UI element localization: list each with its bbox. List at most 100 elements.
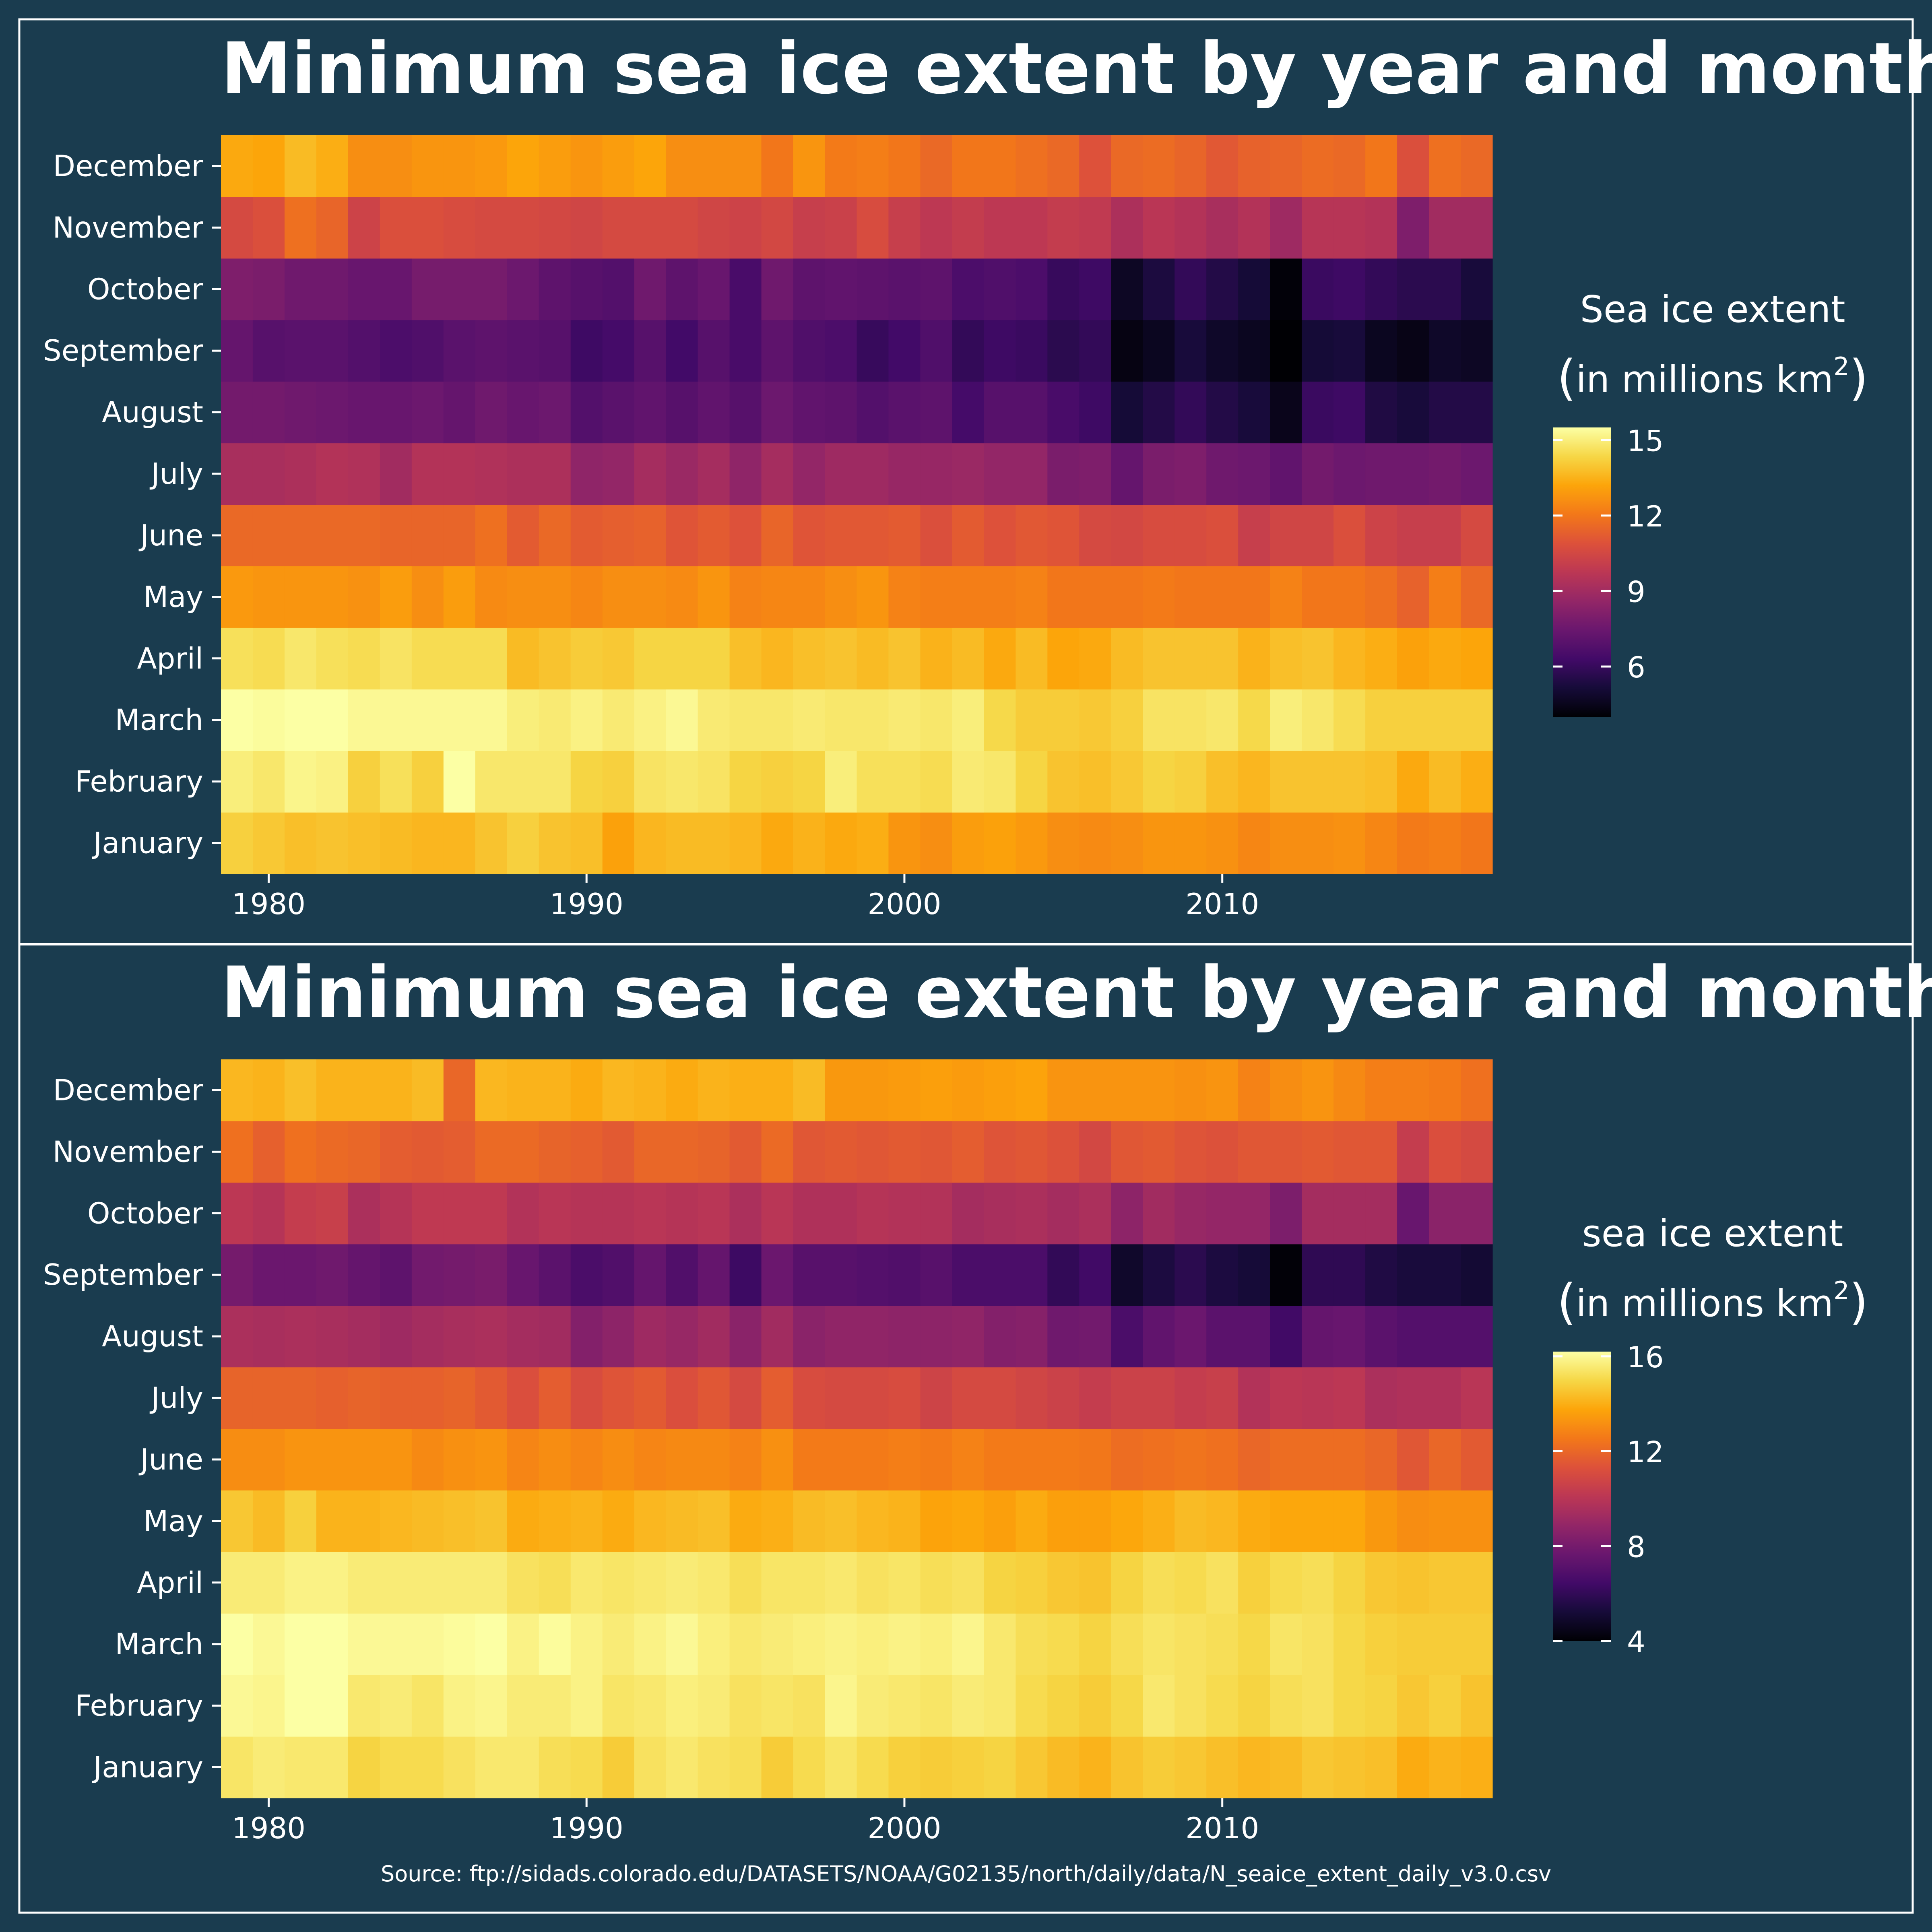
chart-title: Minimum sea ice extent by year and month [221,27,1932,110]
heatmap-cell [1174,1121,1207,1183]
y-tick-label: October [87,272,204,306]
heatmap-cell [539,1490,571,1552]
heatmap-cell [602,381,635,444]
heatmap-cell [411,196,444,259]
heatmap-cell [1238,689,1270,751]
heatmap-cell [1270,1675,1302,1737]
heatmap-cell [634,504,667,567]
heatmap-cell [1397,1428,1429,1491]
heatmap-cell [825,1675,857,1737]
heatmap-cell [221,1552,253,1614]
heatmap-cell [602,627,635,689]
heatmap-cell [634,1121,667,1183]
y-tick-label: September [43,334,203,367]
heatmap-cell [793,1244,826,1306]
heatmap-cell [1461,258,1493,320]
heatmap-cell [1143,504,1175,567]
heatmap-cell [888,1244,921,1306]
heatmap-cell [348,1182,380,1245]
heatmap-cell [284,1428,317,1491]
heatmap-cell [698,1182,730,1245]
heatmap-cell [634,1675,667,1737]
heatmap-cell [602,135,635,197]
heatmap-cell [507,566,539,628]
heatmap-cell [698,196,730,259]
heatmap-cell [507,627,539,689]
heatmap-cell [1302,320,1334,382]
heatmap-cell [952,1428,984,1491]
y-tick-label: April [137,1566,203,1600]
heatmap-cell [952,689,984,751]
heatmap-cell [348,258,380,320]
heatmap-cell [984,1121,1016,1183]
heatmap-cell [1174,689,1207,751]
heatmap-cell [984,1305,1016,1368]
heatmap-cell [666,443,698,505]
heatmap-cell [570,135,603,197]
heatmap-cell [284,1182,317,1245]
heatmap-cell [348,1675,380,1737]
legend-unit-superscript: 2 [1833,352,1849,381]
heatmap-cell [507,1059,539,1121]
heatmap-cell [1238,196,1270,259]
heatmap-cell [1174,812,1207,874]
heatmap-cell [857,689,889,751]
heatmap-cell [761,1059,794,1121]
heatmap-cell [316,1367,349,1429]
heatmap-cell [1302,1613,1334,1675]
heatmap-cell [1238,812,1270,874]
heatmap-cell [1461,504,1493,567]
heatmap-cell [1429,258,1461,320]
heatmap-cell [1079,1675,1111,1737]
heatmap-cell [793,135,826,197]
heatmap-cell [507,1490,539,1552]
heatmap-cell [380,1182,412,1245]
heatmap-cell [252,812,285,874]
heatmap-cell [698,751,730,813]
heatmap-cell [1238,1182,1270,1245]
heatmap-cell [634,1305,667,1368]
y-tick-label: May [143,580,203,614]
heatmap-cell [570,443,603,505]
heatmap-cell [1174,1613,1207,1675]
heatmap-cell [1302,1305,1334,1368]
heatmap-cell [348,1121,380,1183]
heatmap-cell [1429,381,1461,444]
heatmap-cell [825,504,857,567]
heatmap-cell [1429,1121,1461,1183]
heatmap-cell [857,258,889,320]
heatmap-cell [857,1121,889,1183]
heatmap-cell [252,1244,285,1306]
heatmap-cell [1238,1244,1270,1306]
heatmap-cell [1365,1121,1397,1183]
heatmap-cell [1270,1305,1302,1368]
heatmap-cell [1429,504,1461,567]
heatmap-cell [1047,751,1080,813]
heatmap-cell [1111,689,1143,751]
heatmap-cell [761,258,794,320]
heatmap-cell [1111,1552,1143,1614]
heatmap-cell [1047,1613,1080,1675]
heatmap-cell [1270,812,1302,874]
heatmap-cell [1302,258,1334,320]
heatmap-cell [348,1490,380,1552]
heatmap-cell [443,381,476,444]
heatmap-cell [1079,258,1111,320]
heatmap-cell [952,135,984,197]
heatmap-cell [761,1367,794,1429]
heatmap-cell [507,1182,539,1245]
heatmap-cell [888,1121,921,1183]
y-tick-label: July [150,1381,203,1415]
heatmap-cell [443,1244,476,1306]
heatmap-cell [952,1059,984,1121]
heatmap-cell [857,566,889,628]
heatmap-cell [507,1367,539,1429]
heatmap-cell [920,566,953,628]
heatmap-cell [984,1613,1016,1675]
heatmap-cell [1429,1059,1461,1121]
x-tick-label: 1980 [232,1811,305,1845]
heatmap-cell [570,1428,603,1491]
legend-unit-line: (in millions km2) [1557,1274,1868,1330]
heatmap-cell [1429,443,1461,505]
heatmap-cell [793,443,826,505]
